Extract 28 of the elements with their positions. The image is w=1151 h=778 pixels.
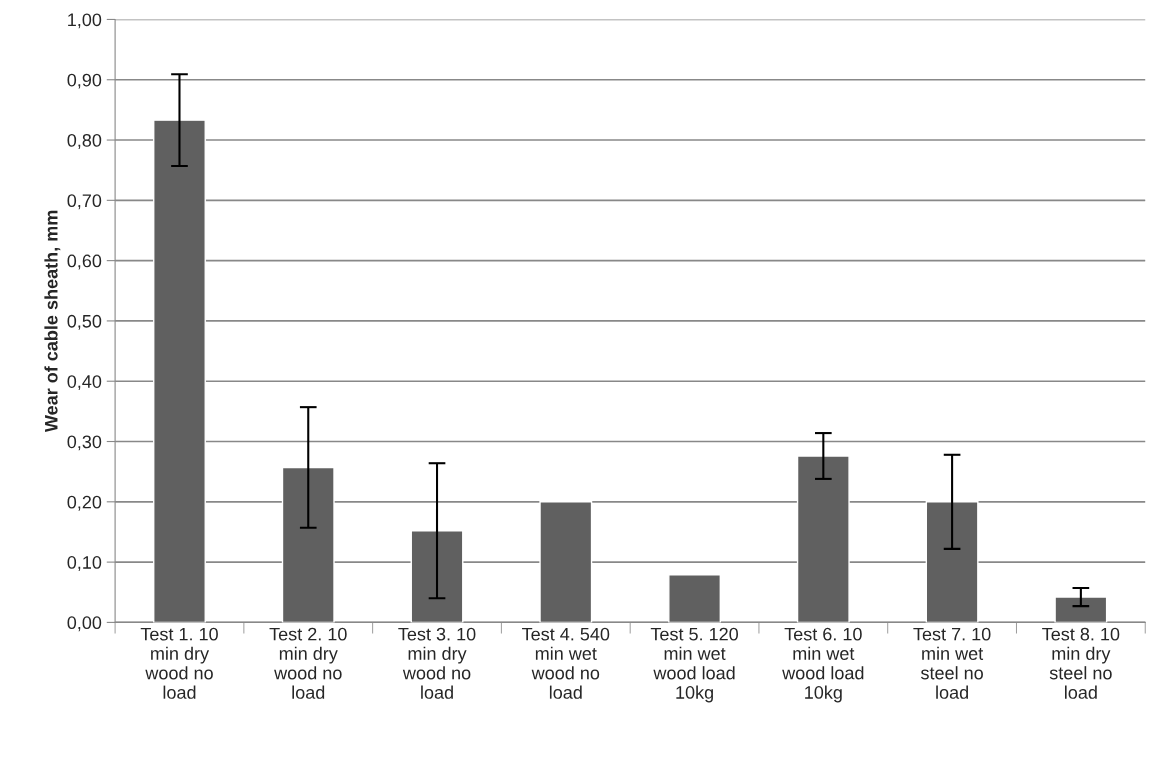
x-tick-label: Test 6. 10 min wet wood load 10kg — [782, 627, 864, 703]
y-tick-label: 0,20 — [67, 495, 102, 511]
x-tick-label: Test 7. 10 min wet steel no load — [913, 627, 991, 699]
bar — [796, 455, 850, 623]
x-tick-label: Test 3. 10 min dry wood no load — [398, 627, 476, 699]
bar — [1054, 596, 1108, 623]
y-tick-label: 0,40 — [67, 375, 102, 391]
bar — [539, 501, 593, 623]
y-tick-label: 0,60 — [67, 254, 102, 270]
y-tick-label: 0,80 — [67, 133, 102, 149]
x-tick-label: Test 8. 10 min dry steel no load — [1042, 627, 1120, 699]
bar — [153, 119, 206, 623]
y-tick-label: 0,70 — [67, 194, 102, 210]
y-tick-label: 0,30 — [67, 435, 102, 451]
bar — [281, 466, 335, 623]
y-axis-title: Wear of cable sheath, mm — [44, 210, 61, 433]
y-tick-label: 0,00 — [67, 616, 102, 632]
x-tick-label: Test 4. 540 min wet wood no load — [522, 627, 610, 699]
y-tick-label: 0,10 — [67, 556, 102, 571]
x-tick-label: Test 2. 10 min dry wood no load — [269, 627, 347, 699]
bar — [410, 530, 464, 623]
bar — [668, 574, 722, 623]
y-tick-label: 0,90 — [67, 73, 102, 89]
x-tick-label: Test 5. 120 min wet wood load 10kg — [650, 627, 739, 703]
y-tick-label: 1,00 — [68, 13, 102, 29]
y-tick-label: 0,50 — [67, 314, 102, 330]
x-tick-label: Test 1. 10 min dry wood no load — [140, 627, 218, 699]
bar — [925, 501, 979, 623]
